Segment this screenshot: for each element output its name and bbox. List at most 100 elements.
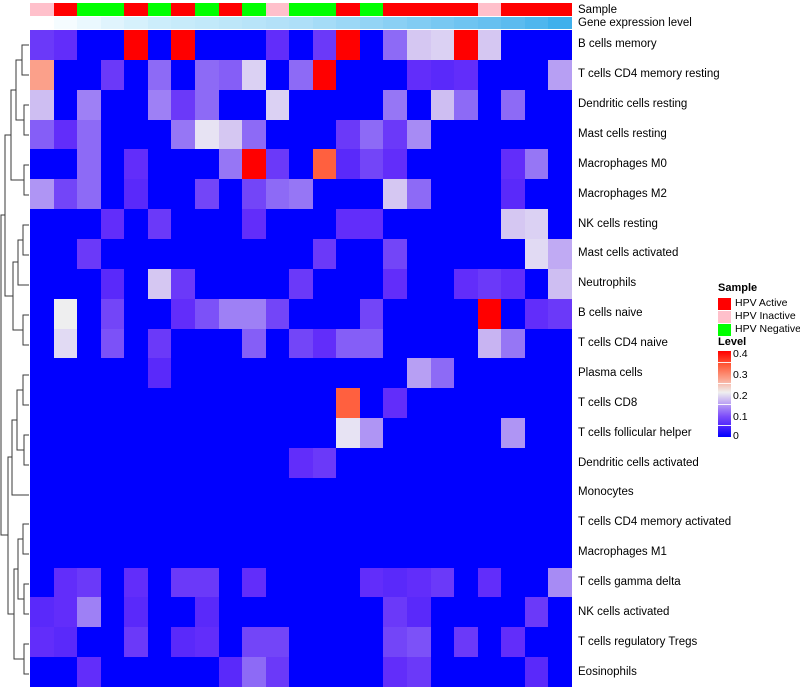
heatmap-cell[interactable] — [194, 597, 219, 628]
annotation-cell-expression-7[interactable] — [194, 17, 219, 29]
heatmap-cell[interactable] — [147, 418, 172, 449]
heatmap-cell[interactable] — [53, 567, 78, 598]
heatmap-cell[interactable] — [218, 179, 243, 210]
heatmap-cell[interactable] — [30, 477, 54, 508]
annotation-cell-sample-19[interactable] — [477, 3, 502, 16]
heatmap-cell[interactable] — [242, 388, 266, 419]
heatmap-cell[interactable] — [218, 149, 243, 180]
heatmap-cell[interactable] — [77, 179, 101, 210]
heatmap-cell[interactable] — [501, 657, 525, 687]
heatmap-cell[interactable] — [336, 298, 360, 329]
heatmap-cell[interactable] — [383, 418, 408, 449]
heatmap-cell[interactable] — [407, 418, 431, 449]
heatmap-cell[interactable] — [242, 268, 266, 299]
heatmap-cell[interactable] — [194, 209, 219, 240]
heatmap-cell[interactable] — [312, 627, 337, 658]
heatmap-cell[interactable] — [289, 507, 313, 538]
heatmap-cell[interactable] — [524, 597, 549, 628]
annotation-cell-expression-22[interactable] — [548, 17, 572, 29]
heatmap-cell[interactable] — [477, 89, 502, 120]
heatmap-cell[interactable] — [100, 239, 125, 269]
heatmap-cell[interactable] — [454, 567, 478, 598]
annotation-cell-expression-3[interactable] — [100, 17, 125, 29]
heatmap-cell[interactable] — [242, 567, 266, 598]
heatmap-cell[interactable] — [242, 239, 266, 269]
heatmap-cell[interactable] — [100, 627, 125, 658]
annotation-cell-sample-22[interactable] — [548, 3, 572, 16]
annotation-cell-sample-11[interactable] — [289, 3, 313, 16]
heatmap-cell[interactable] — [171, 507, 195, 538]
heatmap-cell[interactable] — [194, 567, 219, 598]
heatmap-cell[interactable] — [194, 119, 219, 150]
heatmap-cell[interactable] — [171, 448, 195, 478]
heatmap-cell[interactable] — [383, 448, 408, 478]
annotation-cell-expression-1[interactable] — [53, 17, 78, 29]
heatmap-cell[interactable] — [501, 507, 525, 538]
heatmap-cell[interactable] — [430, 358, 455, 389]
heatmap-cell[interactable] — [242, 418, 266, 449]
heatmap-cell[interactable] — [171, 418, 195, 449]
heatmap-cell[interactable] — [548, 537, 572, 568]
heatmap-cell[interactable] — [407, 298, 431, 329]
heatmap-cell[interactable] — [53, 418, 78, 449]
heatmap-cell[interactable] — [407, 597, 431, 628]
heatmap-cell[interactable] — [477, 239, 502, 269]
heatmap-cell[interactable] — [524, 507, 549, 538]
heatmap-cell[interactable] — [501, 448, 525, 478]
annotation-cell-expression-14[interactable] — [359, 17, 384, 29]
heatmap-cell[interactable] — [312, 89, 337, 120]
heatmap-cell[interactable] — [147, 358, 172, 389]
heatmap-cell[interactable] — [383, 179, 408, 210]
heatmap-cell[interactable] — [147, 179, 172, 210]
heatmap-cell[interactable] — [100, 119, 125, 150]
heatmap-cell[interactable] — [336, 597, 360, 628]
heatmap-cell[interactable] — [30, 298, 54, 329]
heatmap-cell[interactable] — [430, 627, 455, 658]
heatmap-cell[interactable] — [242, 507, 266, 538]
heatmap-cell[interactable] — [430, 298, 455, 329]
heatmap-cell[interactable] — [100, 597, 125, 628]
heatmap-cell[interactable] — [430, 657, 455, 687]
heatmap-cell[interactable] — [100, 418, 125, 449]
heatmap-cell[interactable] — [524, 537, 549, 568]
heatmap-cell[interactable] — [265, 89, 290, 120]
heatmap-cell[interactable] — [359, 149, 384, 180]
heatmap-cell[interactable] — [53, 149, 78, 180]
heatmap-cell[interactable] — [477, 537, 502, 568]
heatmap-cell[interactable] — [524, 268, 549, 299]
heatmap-cell[interactable] — [524, 59, 549, 90]
heatmap-cell[interactable] — [242, 89, 266, 120]
heatmap-cell[interactable] — [147, 119, 172, 150]
heatmap-cell[interactable] — [359, 597, 384, 628]
heatmap-cell[interactable] — [147, 448, 172, 478]
heatmap-cell[interactable] — [100, 358, 125, 389]
heatmap-cell[interactable] — [359, 507, 384, 538]
heatmap-cell[interactable] — [171, 149, 195, 180]
heatmap-cell[interactable] — [53, 388, 78, 419]
heatmap-cell[interactable] — [77, 448, 101, 478]
annotation-cell-sample-7[interactable] — [194, 3, 219, 16]
heatmap-cell[interactable] — [336, 328, 360, 359]
heatmap-cell[interactable] — [77, 119, 101, 150]
heatmap-cell[interactable] — [218, 537, 243, 568]
annotation-cell-sample-14[interactable] — [359, 3, 384, 16]
heatmap-cell[interactable] — [548, 149, 572, 180]
heatmap-cell[interactable] — [336, 448, 360, 478]
heatmap-cell[interactable] — [359, 448, 384, 478]
heatmap-cell[interactable] — [454, 59, 478, 90]
annotation-cell-expression-16[interactable] — [407, 17, 431, 29]
heatmap-cell[interactable] — [77, 149, 101, 180]
heatmap-cell[interactable] — [147, 507, 172, 538]
heatmap-cell[interactable] — [124, 179, 148, 210]
heatmap-cell[interactable] — [454, 298, 478, 329]
heatmap-cell[interactable] — [124, 268, 148, 299]
heatmap-cell[interactable] — [383, 119, 408, 150]
heatmap-cell[interactable] — [242, 119, 266, 150]
heatmap-cell[interactable] — [289, 418, 313, 449]
heatmap-cell[interactable] — [312, 477, 337, 508]
heatmap-cell[interactable] — [359, 477, 384, 508]
heatmap-cell[interactable] — [548, 268, 572, 299]
heatmap-cell[interactable] — [524, 477, 549, 508]
heatmap-cell[interactable] — [124, 239, 148, 269]
heatmap-cell[interactable] — [312, 149, 337, 180]
